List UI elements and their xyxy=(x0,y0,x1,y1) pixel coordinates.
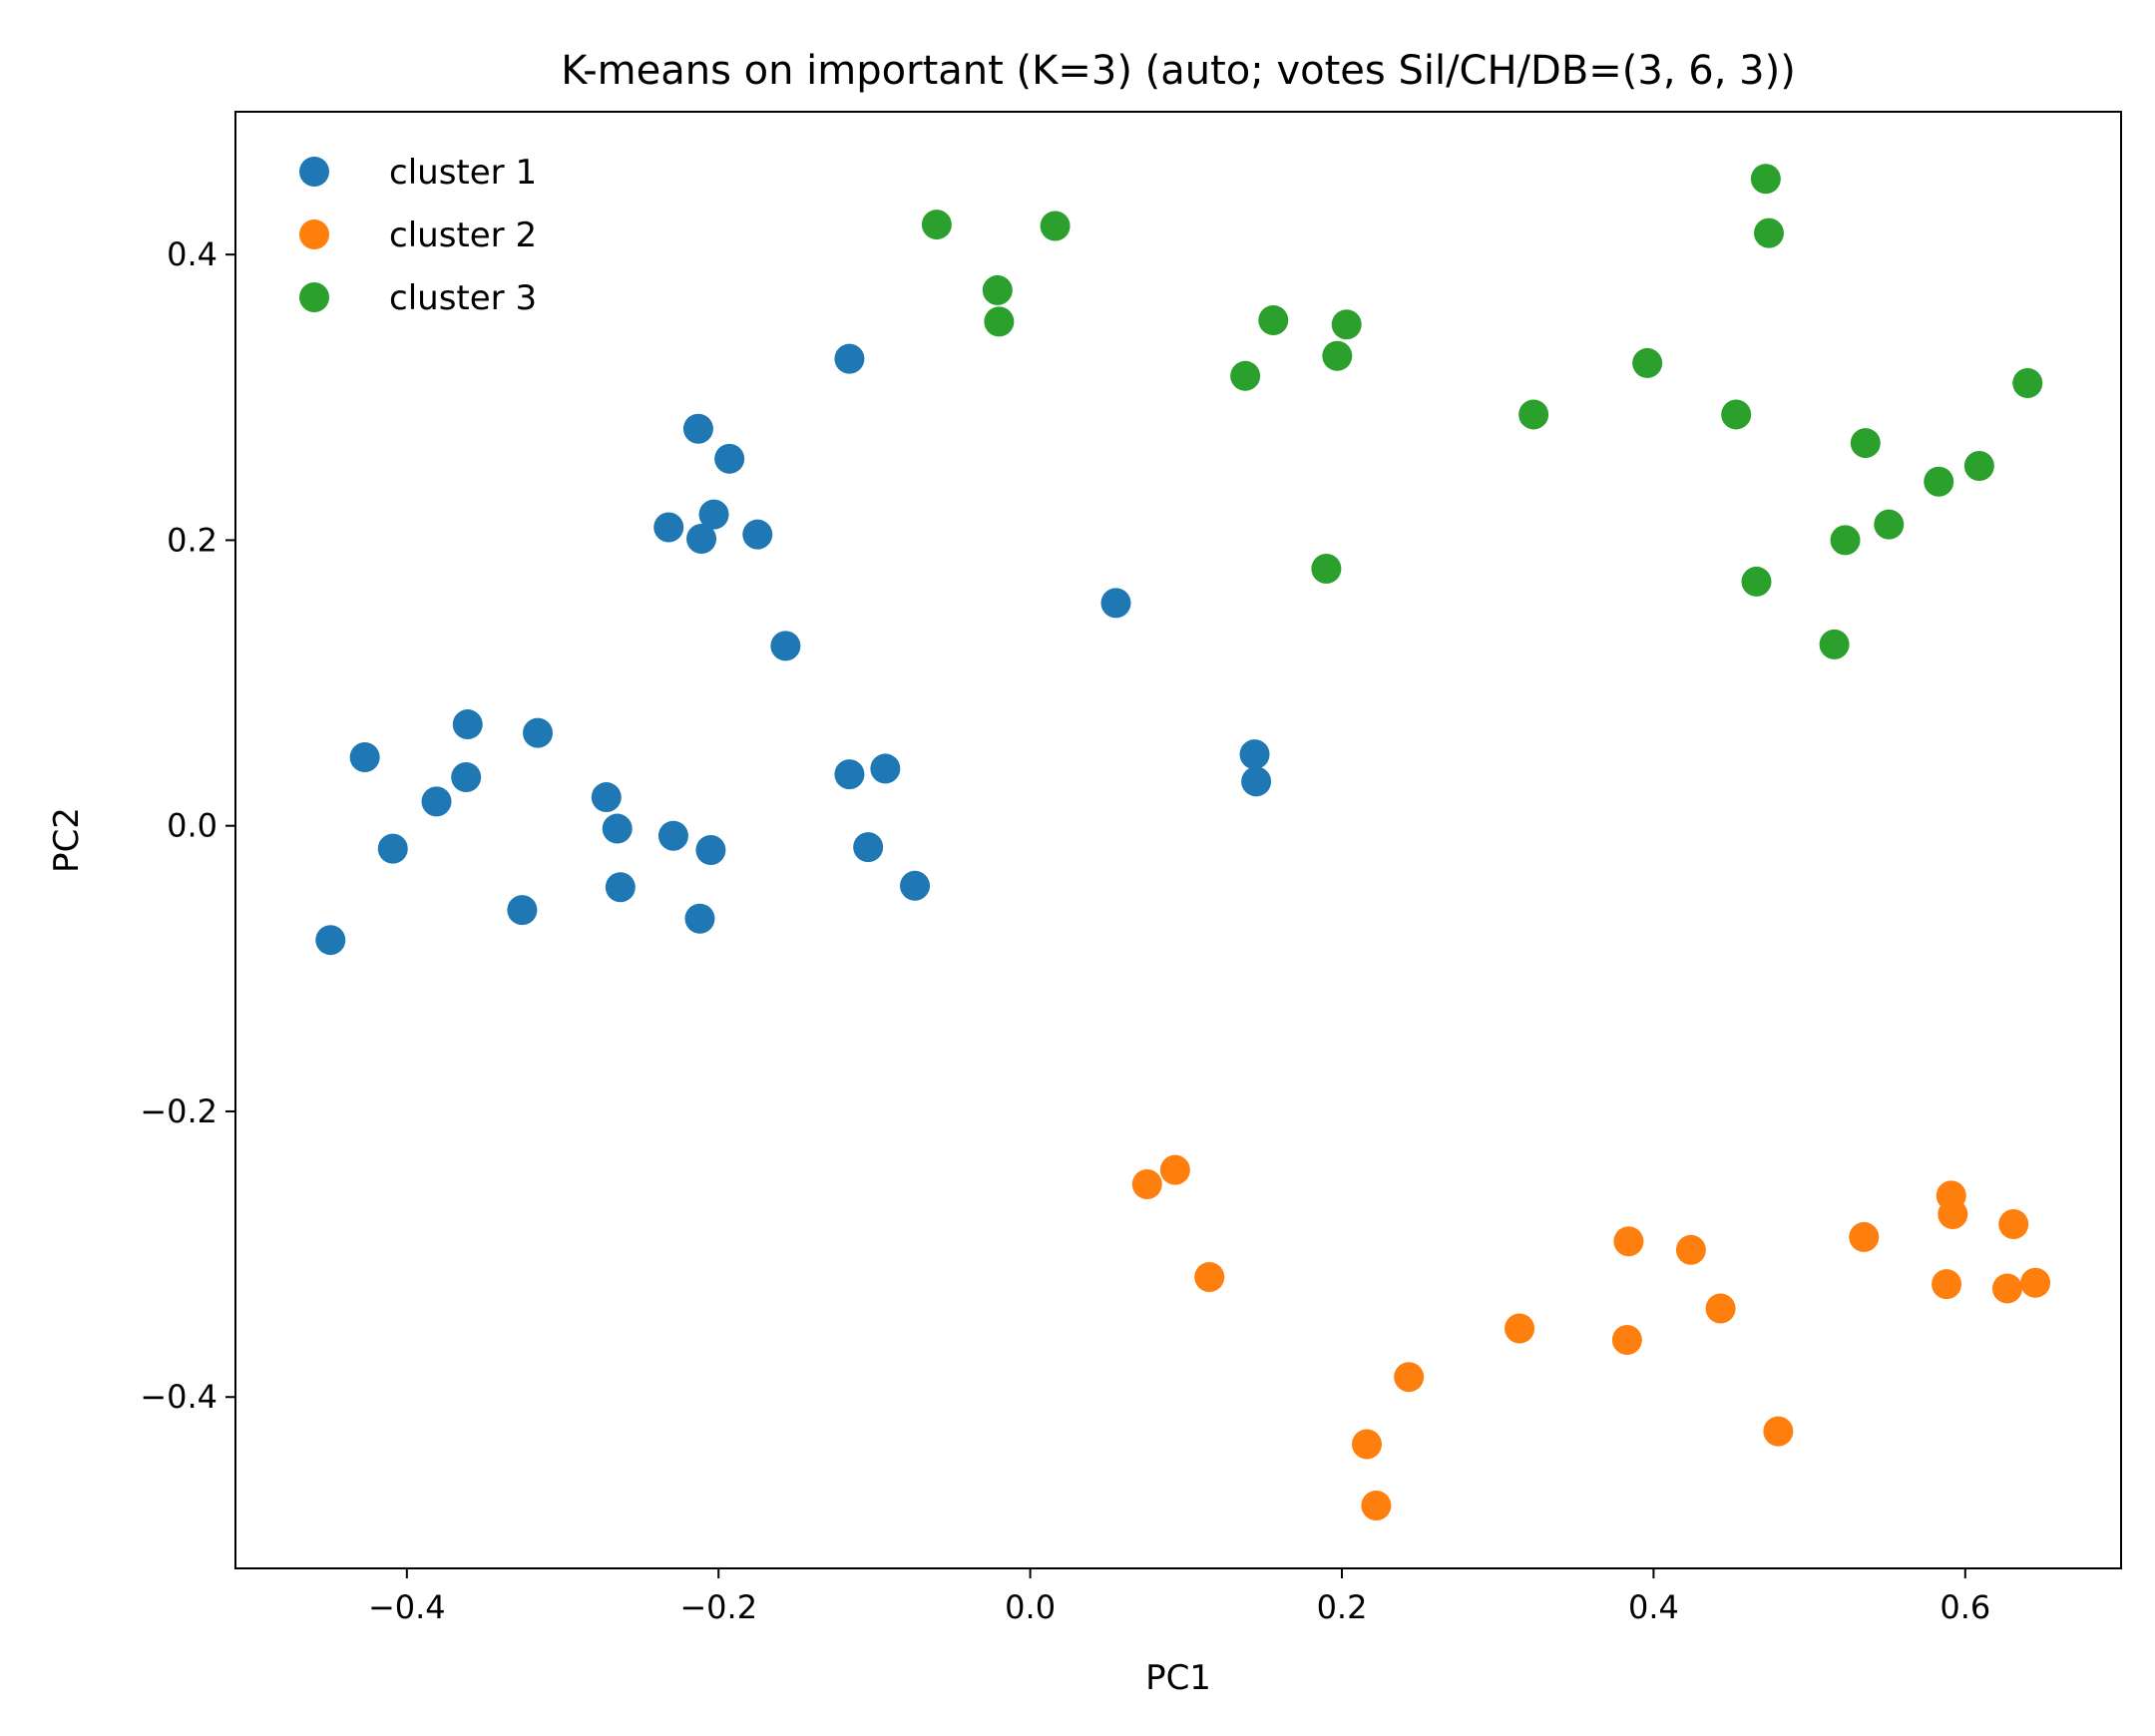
data-point xyxy=(1159,1154,1190,1185)
data-point xyxy=(695,835,726,866)
data-point xyxy=(921,210,952,240)
data-point xyxy=(1100,588,1131,619)
data-point xyxy=(1632,347,1663,378)
x-tick-label: 0.4 xyxy=(1628,1588,1679,1626)
data-point xyxy=(1924,466,1954,497)
data-point xyxy=(1819,629,1850,659)
data-point xyxy=(1991,1273,2022,1304)
data-point xyxy=(1194,1262,1225,1292)
data-point xyxy=(653,512,684,543)
data-point xyxy=(1258,304,1289,335)
data-point xyxy=(1040,211,1071,241)
data-point xyxy=(1850,428,1881,459)
data-point xyxy=(698,499,729,530)
data-point xyxy=(900,870,931,901)
data-point xyxy=(1331,309,1362,340)
data-point xyxy=(1753,217,1784,248)
data-point xyxy=(2012,367,2043,398)
data-point xyxy=(1932,1269,1962,1300)
data-point xyxy=(686,523,717,554)
chart-title: K-means on important (K=3) (auto; votes … xyxy=(561,48,1796,94)
legend-label: cluster 3 xyxy=(389,278,537,318)
x-tick-label: 0.6 xyxy=(1940,1588,1990,1626)
y-axis-label: PC2 xyxy=(47,807,87,873)
data-point xyxy=(1721,399,1752,430)
data-point xyxy=(1394,1362,1425,1393)
series-cluster-1 xyxy=(315,343,1272,956)
data-point xyxy=(834,343,865,374)
data-point xyxy=(1830,525,1861,556)
data-point xyxy=(742,519,773,550)
data-points xyxy=(315,164,2051,1521)
y-tick-label: 0.4 xyxy=(167,235,217,273)
data-point xyxy=(1505,1313,1535,1344)
y-tick-label: −0.2 xyxy=(140,1092,217,1130)
data-point xyxy=(602,813,633,844)
legend-marker xyxy=(299,219,329,249)
data-point xyxy=(451,762,482,793)
x-axis-label: PC1 xyxy=(1145,1658,1211,1698)
series-cluster-2 xyxy=(1131,1154,2051,1521)
data-point xyxy=(1763,1416,1794,1447)
data-point xyxy=(315,925,346,956)
data-point xyxy=(1361,1491,1392,1521)
legend-marker xyxy=(299,157,329,187)
data-point xyxy=(1998,1209,2029,1240)
data-point xyxy=(452,709,483,740)
data-point xyxy=(1705,1293,1736,1324)
data-point xyxy=(421,786,452,817)
data-point xyxy=(984,306,1015,337)
data-point xyxy=(770,631,801,661)
data-point xyxy=(982,274,1013,305)
data-point xyxy=(1874,509,1905,540)
axes: −0.4 −0.2 0.0 0.2 0.4 0.6 −0.4 −0.2 0.0 0.2 0.4 xyxy=(140,235,1990,1626)
data-point xyxy=(1963,450,1994,481)
data-point xyxy=(1741,566,1772,597)
data-point xyxy=(1239,739,1270,770)
data-point xyxy=(834,759,865,790)
x-tick-label: 0.2 xyxy=(1317,1588,1368,1626)
data-point xyxy=(1131,1168,1162,1199)
data-point xyxy=(523,717,554,748)
data-point xyxy=(1938,1199,1968,1230)
data-point xyxy=(605,872,636,903)
legend-label: cluster 1 xyxy=(389,153,537,193)
data-point xyxy=(714,443,745,474)
legend-marker xyxy=(299,282,329,312)
data-point xyxy=(507,895,538,926)
plot-frame xyxy=(234,111,2122,1569)
x-tick-label: −0.4 xyxy=(368,1588,446,1626)
data-point xyxy=(657,820,688,851)
data-point xyxy=(853,832,884,863)
x-tick-label: 0.0 xyxy=(1005,1588,1056,1626)
data-point xyxy=(682,413,713,444)
data-point xyxy=(1311,554,1342,585)
data-point xyxy=(1613,1226,1644,1257)
data-point xyxy=(870,753,901,784)
y-tick-label: 0.0 xyxy=(167,807,217,845)
data-point xyxy=(377,833,408,864)
data-point xyxy=(1352,1429,1382,1460)
data-point xyxy=(1241,766,1272,797)
data-point xyxy=(349,741,380,772)
data-point xyxy=(1750,164,1781,195)
legend-label: cluster 2 xyxy=(389,216,537,255)
y-tick-label: −0.4 xyxy=(140,1378,217,1416)
data-point xyxy=(1518,399,1549,430)
data-point xyxy=(591,782,622,813)
data-point xyxy=(1849,1221,1880,1252)
data-point xyxy=(1675,1234,1706,1265)
series-cluster-3 xyxy=(921,164,2043,659)
legend: cluster 1 cluster 2 cluster 3 xyxy=(299,153,537,318)
data-point xyxy=(2020,1267,2051,1298)
y-tick-label: 0.2 xyxy=(167,521,217,559)
data-point xyxy=(1230,360,1261,391)
data-point xyxy=(1611,1324,1642,1355)
data-point xyxy=(1322,340,1353,371)
data-point xyxy=(684,903,715,934)
x-tick-label: −0.2 xyxy=(679,1588,757,1626)
